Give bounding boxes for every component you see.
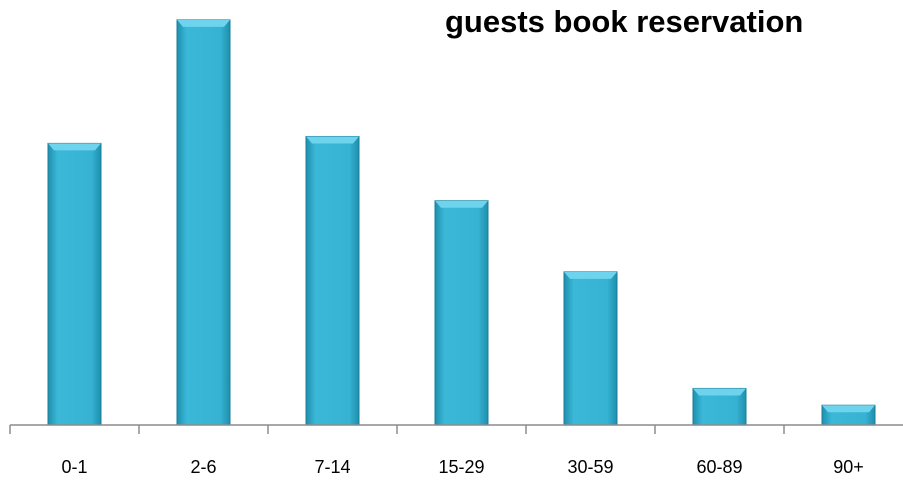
x-tick-label: 15-29	[438, 457, 484, 477]
bar-bevel	[177, 19, 230, 27]
x-tick-label: 60-89	[696, 457, 742, 477]
x-tick-label: 90+	[833, 457, 864, 477]
bar-rect	[563, 271, 618, 426]
bar-2-6	[176, 19, 231, 426]
bar-7-14	[305, 135, 360, 426]
x-tick-label: 30-59	[567, 457, 613, 477]
x-tick-label: 7-14	[314, 457, 350, 477]
bar-0-1	[47, 142, 102, 426]
bar-30-59	[563, 271, 618, 426]
bar-rect	[47, 142, 102, 426]
bar-bevel	[435, 200, 488, 208]
x-tick-labels: 0-1 2-6 7-14 15-29 30-59 60-89 90+	[61, 457, 863, 477]
bar-60-89	[692, 387, 747, 426]
bar-bevel	[693, 388, 746, 396]
chart-title: guests book reservation	[445, 4, 803, 39]
bar-rect	[176, 19, 231, 426]
bar-bevel	[822, 405, 875, 413]
bar-15-29	[434, 200, 489, 426]
bar-rect	[305, 135, 360, 426]
bar-bevel	[48, 143, 101, 151]
bar-rect	[434, 200, 489, 426]
x-axis	[9, 424, 903, 434]
x-tick-label: 0-1	[61, 457, 87, 477]
bars	[47, 19, 876, 426]
x-tick-label: 2-6	[190, 457, 216, 477]
bar-bevel	[564, 271, 617, 279]
bar-bevel	[306, 136, 359, 144]
bar-90+	[821, 404, 876, 426]
